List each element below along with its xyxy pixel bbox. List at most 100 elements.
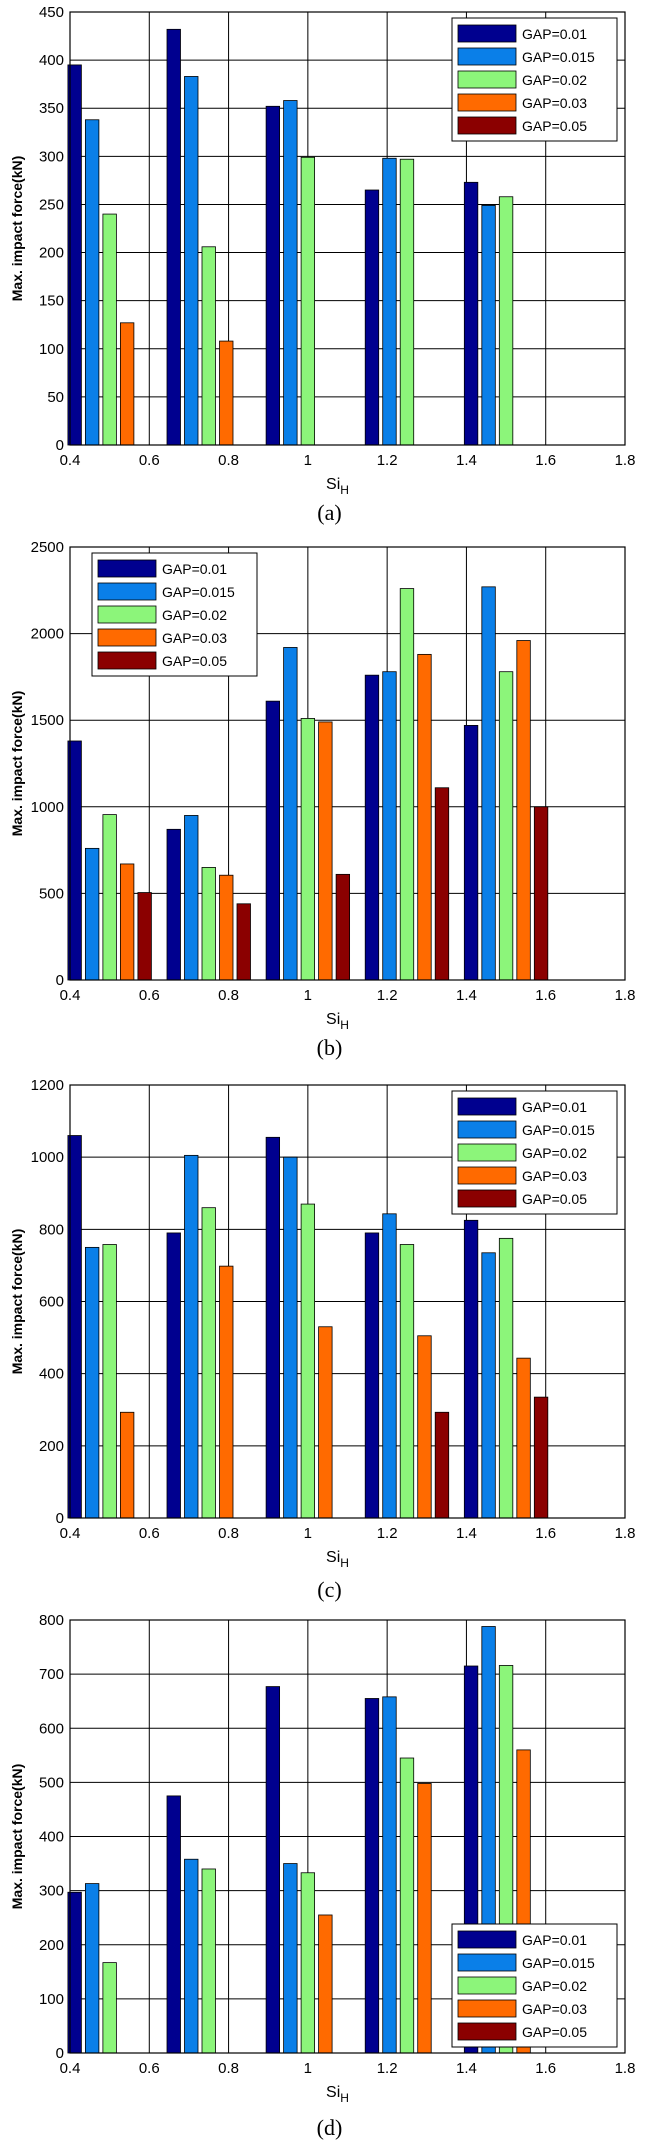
bar-mark: [364, 674, 380, 981]
bar-mark: [364, 1232, 380, 1519]
legend-swatch: [457, 1097, 517, 1116]
bar-mark: [265, 1136, 281, 1519]
y-tick-label: 200: [39, 245, 64, 262]
bar-mark: [219, 340, 234, 446]
legend-label: GAP=0.03: [522, 2001, 587, 2017]
legend-swatch: [457, 70, 517, 89]
legend-swatch: [457, 1143, 517, 1162]
bar-mark: [318, 1326, 333, 1519]
x-tick-label: 1.4: [456, 452, 477, 469]
bar-mark: [417, 653, 432, 981]
y-tick-label: 0: [56, 1510, 64, 1527]
y-tick-label: 1000: [31, 799, 64, 816]
legend-label: GAP=0.015: [522, 49, 595, 65]
bar-mark: [318, 1914, 333, 2054]
bar-mark: [102, 814, 117, 981]
bar-mark: [283, 647, 298, 981]
x-tick-label: 1.4: [456, 987, 477, 1004]
y-tick-label: 0: [56, 2045, 64, 2062]
bar-mark: [498, 1237, 514, 1519]
y-tick-label: 500: [39, 885, 64, 902]
y-tick-label: 400: [39, 52, 64, 69]
bar-mark: [481, 205, 496, 446]
bar-mark: [184, 1858, 199, 2054]
chart-panel-c: 0.4 0.6 0.8 1 1.2 1.4 1.6 1.8 0 200 400 600 800 1000 1…: [0, 1070, 659, 1575]
axes-frame: [69, 1084, 626, 1519]
x-tick-label: 1: [304, 452, 312, 469]
x-tick-label: 1.2: [377, 452, 398, 469]
bar-mark: [184, 815, 199, 981]
chart-a-svg: 0.4 0.6 0.8 1 1.2 1.4 1.6 1.8 0 50 100 150 200 250 300…: [9, 4, 635, 497]
x-tick-label: 0.6: [139, 1525, 160, 1542]
legend-label: GAP=0.05: [522, 118, 587, 134]
bar-mark: [434, 1411, 450, 1519]
axes-frame: [69, 11, 626, 446]
y-tick-label: 600: [39, 1294, 64, 1311]
y-tick-label: 300: [39, 1883, 64, 1900]
bar-mark: [184, 1154, 199, 1519]
x-tick-label: 0.8: [218, 452, 239, 469]
bar-mark: [463, 1219, 479, 1519]
bar-mark: [382, 157, 397, 446]
legend-swatch: [97, 582, 157, 601]
y-tick-label: 1500: [31, 712, 64, 729]
x-tick-label: 0.4: [60, 452, 81, 469]
bar-mark: [265, 700, 281, 981]
axes-frame: [69, 546, 626, 981]
legend-label: GAP=0.01: [522, 1099, 587, 1115]
bar-mark: [201, 246, 216, 446]
legend-label: GAP=0.02: [522, 1978, 587, 1994]
y-tick-label: 300: [39, 148, 64, 165]
bar-mark: [236, 903, 251, 981]
caption-b: (b): [316, 1035, 343, 1060]
bar-mark: [382, 1696, 397, 2054]
x-tick-label: 1.6: [535, 987, 556, 1004]
bar-mark: [166, 1232, 181, 1519]
x-axis-label: SiH: [326, 2084, 349, 2105]
chart-panel-b: 0.4 0.6 0.8 1 1.2 1.4 1.6 1.8 0 500 1000 1500 2000 25…: [0, 535, 659, 1035]
x-tick-label: 0.6: [139, 452, 160, 469]
bar-mark: [283, 100, 298, 446]
bar-mark: [119, 863, 135, 981]
bar-mark: [434, 787, 450, 981]
bar-mark: [184, 76, 199, 446]
legend-swatch: [457, 1166, 517, 1185]
bar-mark: [300, 1203, 316, 1519]
bar-mark: [399, 588, 415, 981]
legend-swatch: [457, 1120, 517, 1139]
x-tick-label: 1.8: [615, 987, 636, 1004]
caption-c: (c): [317, 1577, 342, 1602]
bar-mark: [533, 806, 549, 981]
legend-label: GAP=0.02: [162, 607, 227, 623]
bar-mark: [84, 1246, 100, 1519]
legend-label: GAP=0.03: [522, 95, 587, 111]
bar-mark: [201, 867, 216, 981]
y-tick-label: 50: [47, 389, 64, 406]
bar-mark: [265, 105, 281, 446]
y-tick-label: 800: [39, 1221, 64, 1238]
y-tick-label: 350: [39, 100, 64, 117]
legend-label: GAP=0.02: [522, 72, 587, 88]
y-axis-label: Max. impact force(kN): [9, 1764, 25, 1909]
axes-frame: [69, 1619, 626, 2054]
bar-mark: [84, 847, 100, 981]
legend-swatch: [97, 651, 157, 670]
x-tick-label: 0.8: [218, 1525, 239, 1542]
caption-d: (d): [316, 2115, 343, 2140]
chart-d-svg: 0.4 0.6 0.8 1 1.2 1.4 1.6 1.8 0 100 200 300 400 500 60…: [9, 1612, 635, 2105]
bar-mark: [533, 1396, 549, 1519]
legend-label: GAP=0.015: [522, 1955, 595, 1971]
legend-label: GAP=0.02: [522, 1145, 587, 1161]
legend-label: GAP=0.015: [522, 1122, 595, 1138]
bar-mark: [137, 892, 152, 981]
y-tick-label: 0: [56, 437, 64, 454]
x-tick-label: 1.4: [456, 2060, 477, 2077]
y-tick-label: 0: [56, 972, 64, 989]
legend-label: GAP=0.03: [162, 630, 227, 646]
y-tick-label: 150: [39, 293, 64, 310]
y-tick-label: 1000: [31, 1149, 64, 1166]
y-tick-label: 800: [39, 1612, 64, 1629]
y-axis-label: Max. impact force(kN): [9, 691, 25, 836]
legend-swatch: [97, 559, 157, 578]
legend-label: GAP=0.03: [522, 1168, 587, 1184]
